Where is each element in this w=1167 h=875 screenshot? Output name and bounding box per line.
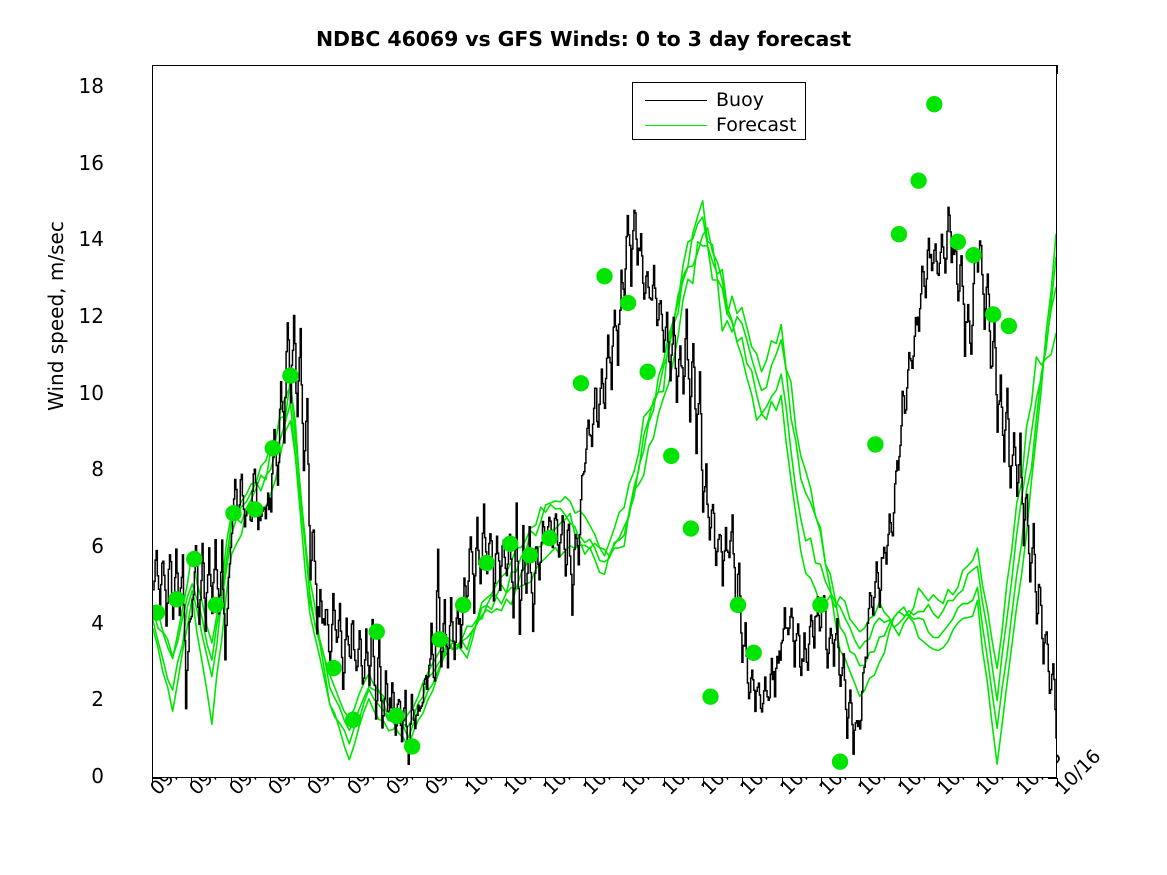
daily-mean-marker <box>745 644 762 661</box>
daily-mean-marker <box>168 591 185 608</box>
forecast-line-lead-0 <box>153 199 1056 765</box>
daily-mean-marker <box>596 268 613 285</box>
forecast-lines-group <box>153 199 1056 765</box>
x-tick-mark <box>624 778 626 787</box>
y-tick-label: 8 <box>91 457 104 482</box>
x-tick-mark <box>742 778 744 787</box>
y-tick-label: 6 <box>91 534 104 558</box>
y-tick-label: 12 <box>78 304 104 328</box>
x-tick-mark <box>860 778 862 787</box>
daily-mean-marker <box>502 535 519 553</box>
daily-mean-marker <box>403 738 421 755</box>
daily-mean-marker <box>682 520 700 537</box>
y-tick-label: 18 <box>78 74 104 98</box>
daily-mean-marker <box>478 554 495 572</box>
daily-mean-marker <box>572 375 590 392</box>
legend-label-buoy: Buoy <box>716 89 764 111</box>
daily-mean-marker <box>225 505 242 522</box>
daily-mean-marker <box>812 596 829 614</box>
daily-mean-marker <box>702 688 719 705</box>
daily-mean-marker <box>729 596 747 614</box>
x-tick-mark <box>584 778 586 787</box>
daily-mean-marker <box>264 440 281 457</box>
daily-mean-marker <box>890 226 908 243</box>
x-tick-mark <box>545 778 547 787</box>
daily-mean-marker <box>325 659 342 677</box>
x-tick-mark <box>1017 778 1019 787</box>
daily-mean-marker <box>1000 317 1018 335</box>
daily-mean-marker <box>867 436 884 453</box>
y-tick-mark-right <box>1048 778 1057 779</box>
daily-mean-marker <box>984 306 1002 323</box>
y-tick-label: 14 <box>78 227 104 252</box>
x-tick-mark <box>466 778 468 787</box>
daily-mean-marker <box>246 501 264 518</box>
x-tick-mark <box>348 778 350 787</box>
daily-mean-marker <box>926 96 943 113</box>
daily-mean-marker <box>831 753 849 770</box>
y-tick-label: 2 <box>91 687 104 712</box>
x-tick-mark <box>820 778 822 787</box>
daily-mean-marker <box>663 447 680 465</box>
buoy-line <box>153 206 1056 766</box>
x-tick-mark <box>388 778 390 787</box>
daily-mean-marker <box>388 707 405 725</box>
x-tick-mark <box>663 778 665 787</box>
x-tick-mark <box>191 778 193 787</box>
y-tick-mark <box>152 778 161 779</box>
y-tick-label: 10 <box>78 380 104 405</box>
x-tick-mark <box>152 778 153 787</box>
x-tick-mark <box>270 778 272 787</box>
legend-line-buoy-icon <box>645 100 707 101</box>
legend[interactable]: Buoy Forecast <box>632 82 806 140</box>
y-tick-label: 4 <box>91 610 104 635</box>
daily-mean-marker <box>965 247 982 264</box>
page-title: NDBC 46069 vs GFS Winds: 0 to 3 day fore… <box>315 27 852 51</box>
x-tick-mark <box>702 778 704 787</box>
plot-svg <box>153 96 1056 770</box>
daily-mean-marker <box>186 550 203 568</box>
daily-mean-marker <box>431 631 448 648</box>
y-tick-label: 0 <box>91 764 104 788</box>
forecast-line-lead-3 <box>153 241 1056 761</box>
x-tick-mark <box>899 778 901 787</box>
x-tick-mark <box>230 778 232 787</box>
plot-area <box>152 65 1057 778</box>
daily-mean-marker <box>639 363 656 380</box>
forecast-line-lead-2 <box>153 227 1056 745</box>
daily-mean-marker <box>368 623 385 640</box>
legend-entry-buoy[interactable]: Buoy <box>633 88 805 113</box>
daily-mean-marker <box>153 604 166 621</box>
daily-mean-marker <box>282 367 299 384</box>
x-tick-mark-top <box>1057 65 1058 74</box>
y-tick-label: 16 <box>78 150 104 175</box>
buoy-line-group <box>153 206 1056 766</box>
x-tick-mark <box>427 778 429 787</box>
legend-line-forecast-icon <box>645 125 707 126</box>
x-tick-mark <box>781 778 783 787</box>
x-tick-mark <box>309 778 311 787</box>
daily-mean-marker <box>619 294 637 312</box>
daily-mean-marker <box>541 529 558 547</box>
x-tick-mark <box>978 778 980 787</box>
daily-marker-group <box>153 96 1018 770</box>
x-tick-mark <box>1057 778 1058 787</box>
legend-entry-forecast[interactable]: Forecast <box>633 113 805 138</box>
legend-label-forecast: Forecast <box>716 114 797 136</box>
daily-mean-marker <box>521 547 539 564</box>
x-tick-mark <box>506 778 508 787</box>
daily-mean-marker <box>949 233 967 251</box>
daily-mean-marker <box>454 596 472 614</box>
daily-mean-marker <box>207 596 225 614</box>
daily-mean-marker <box>345 711 362 728</box>
x-tick-mark <box>938 778 940 787</box>
daily-mean-marker <box>910 172 927 189</box>
